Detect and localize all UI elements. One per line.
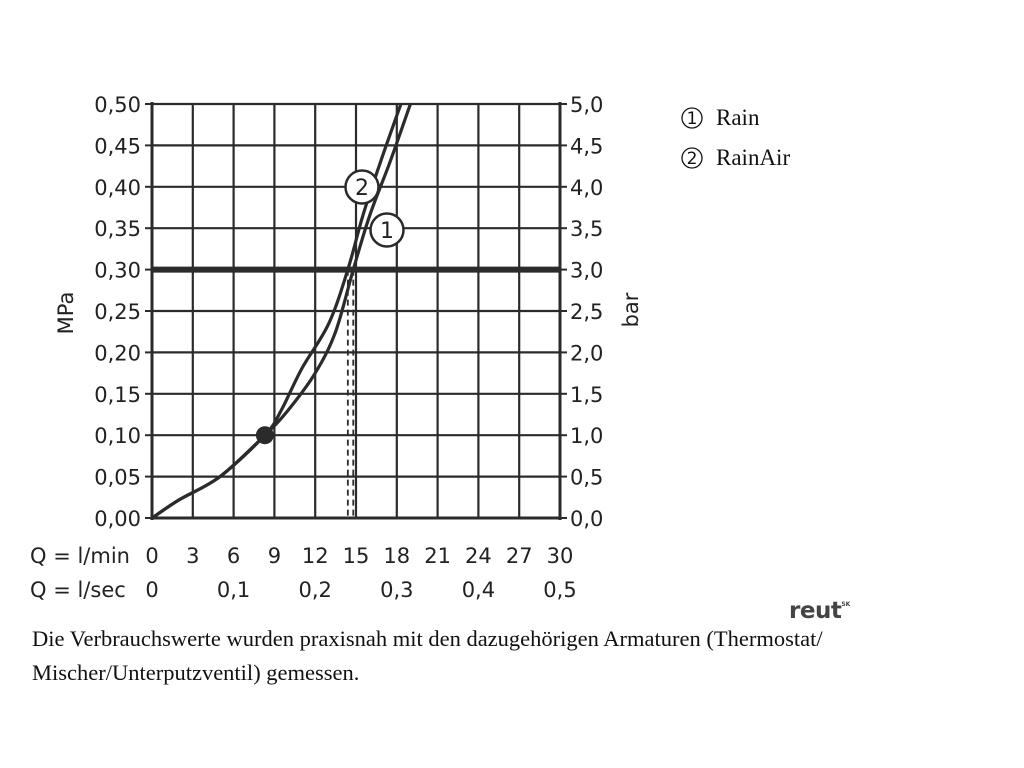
brand-logo: reutSK [789,598,850,624]
y2-tick-label: 2,5 [570,300,603,324]
x-lsec-tick-label: 0,5 [543,578,576,602]
curve-marker-2: 2 [344,169,380,205]
x-lmin-tick-label: 18 [383,544,410,568]
plot-frame [150,102,562,520]
y2-tick-label: 3,5 [570,217,603,241]
y2-tick-label: 0,0 [570,507,603,531]
footnote: Die Verbrauchswerte wurden praxisnah mit… [32,626,823,685]
x-lmin-tick-label: 12 [302,544,329,568]
y2-tick-label: 4,5 [570,134,603,158]
flow-lsec-tick-labels: 0 0,1 0,2 0,3 0,4 0,5 [145,578,576,602]
x-lmin-tick-label: 0 [145,544,158,568]
legend-label-rainair: RainAir [716,145,790,170]
x-lmin-tick-label: 15 [343,544,370,568]
y-tick-label: 0,10 [94,424,141,448]
y2-tick-label: 0,5 [570,466,603,490]
y-tick-label: 0,30 [94,259,141,283]
legend-item-rain: 1 Rain [681,105,760,130]
y2-tick-label: 5,0 [570,93,603,117]
curve-marker-1: 1 [369,212,405,248]
x-lsec-tick-label: 0,2 [298,578,331,602]
x-lsec-tick-label: 0,1 [217,578,250,602]
flow-lmin-tick-labels: 0 3 6 9 12 15 18 21 24 27 30 [145,544,573,568]
y-tick-label: 0,25 [94,300,141,324]
legend: 1 Rain 2 RainAir [681,105,790,170]
y-tick-label: 0,40 [94,176,141,200]
curve-marker-1-text: 1 [380,219,394,244]
y2-tick-label: 2,0 [570,341,603,365]
x-lmin-tick-label: 6 [227,544,240,568]
x-lmin-tick-label: 21 [424,544,451,568]
x-lmin-tick-label: 30 [547,544,574,568]
legend-number-2: 2 [687,149,698,169]
x-lmin-tick-label: 9 [268,544,281,568]
legend-number-1: 1 [687,109,698,129]
legend-label-rain: Rain [716,105,760,130]
x-lsec-tick-label: 0 [145,578,158,602]
y2-tick-label: 1,0 [570,424,603,448]
y-tick-label: 0,45 [94,134,141,158]
x-row2-label: Q = l/sec [30,578,126,602]
x-lmin-tick-label: 27 [506,544,533,568]
curve-marker-2-text: 2 [355,176,369,201]
y-tick-label: 0,50 [94,93,141,117]
y2-tick-label: 3,0 [570,259,603,283]
brand-suffix: SK [841,601,851,608]
chart-grid [145,102,567,520]
y-axis-label: MPa [54,292,78,335]
x-lmin-tick-label: 24 [465,544,492,568]
y-tick-label: 0,00 [94,507,141,531]
y2-axis-label: bar [619,292,643,327]
y-tick-label: 0,05 [94,466,141,490]
legend-item-rainair: 2 RainAir [681,145,790,170]
dashed-flow-marks [346,269,355,518]
y-tick-label: 0,20 [94,341,141,365]
x-row1-label: Q = l/min [30,544,130,568]
y-tick-label: 0,15 [94,383,141,407]
common-point-dot [255,426,274,445]
left-tick-labels: 0,00 0,05 0,10 0,15 0,20 0,25 0,30 0,35 0,40 0,45… [94,93,141,531]
y-tick-label: 0,35 [94,217,141,241]
brand-name: reut [789,598,842,624]
x-lsec-tick-label: 0,3 [380,578,413,602]
right-tick-labels: 0,0 0,5 1,0 1,5 2,0 2,5 3,0 3,5 4,0 4,5 5,0 [570,93,603,531]
x-lsec-tick-label: 0,4 [462,578,495,602]
y2-tick-label: 1,5 [570,383,603,407]
y2-tick-label: 4,0 [570,176,603,200]
x-lmin-tick-label: 3 [186,544,199,568]
